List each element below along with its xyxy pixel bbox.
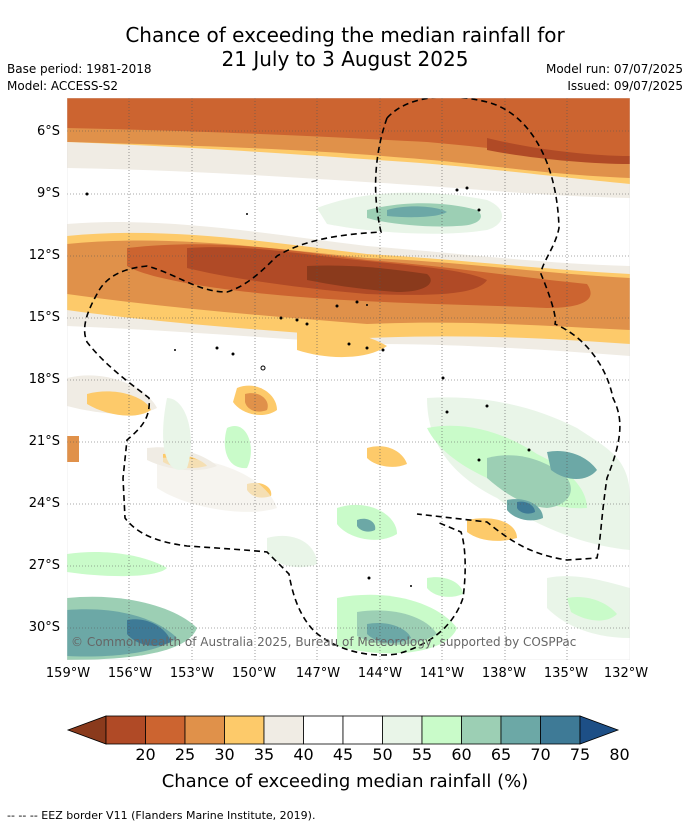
- colorbar-tick-label: 50: [372, 745, 393, 764]
- colorbar-title: Chance of exceeding median rainfall (%): [161, 771, 529, 792]
- colorbar-tick-label: 45: [332, 745, 354, 764]
- map-title-line-2: 21 July to 3 August 2025: [221, 47, 469, 71]
- colorbar-segment: [540, 715, 581, 745]
- colorbar-tick-label: 60: [451, 745, 472, 764]
- issued-label: Issued: 09/07/2025: [567, 79, 683, 93]
- colorbar-segment: [461, 715, 502, 745]
- colorbar-tick-label: 80: [609, 745, 630, 764]
- colorbar-segment: [184, 715, 225, 745]
- rainfall-map: © Commonwealth of Australia 2025, Bureau…: [67, 98, 630, 660]
- colorbar-upper-arrow: [579, 715, 620, 745]
- y-tick-label: 9°S: [36, 186, 60, 201]
- x-tick-label: 135°W: [543, 666, 589, 681]
- colorbar-tick-label: 35: [253, 745, 275, 764]
- y-tick-label: 18°S: [28, 372, 60, 387]
- model-run-label: Model run: 07/07/2025: [545, 62, 683, 76]
- eez-borders: [83, 98, 621, 656]
- eez-legend-footer: -- -- -- EEZ border V11 (Flanders Marine…: [7, 809, 316, 822]
- colorbar: [66, 715, 620, 745]
- x-tick-label: 159°W: [45, 666, 91, 681]
- y-tick-label: 15°S: [28, 310, 60, 325]
- x-tick-label: 147°W: [295, 666, 341, 681]
- y-tick-label: 27°S: [28, 558, 60, 573]
- y-tick-label: 12°S: [28, 248, 60, 263]
- map-title-line-1: Chance of exceeding the median rainfall …: [125, 23, 565, 47]
- colorbar-tick-label: 30: [214, 745, 235, 764]
- x-tick-label: 153°W: [169, 666, 215, 681]
- colorbar-lower-arrow: [66, 715, 107, 745]
- x-tick-label: 132°W: [603, 666, 649, 681]
- x-tick-label: 156°W: [107, 666, 153, 681]
- central-dry-band: [67, 222, 630, 358]
- x-tick-label: 144°W: [357, 666, 403, 681]
- lat-lon-grid: [67, 98, 630, 660]
- y-tick-label: 6°S: [36, 124, 60, 139]
- colorbar-segment: [421, 715, 462, 745]
- wet-patch-north: [317, 192, 502, 234]
- colorbar-tick-label: 55: [411, 745, 433, 764]
- colorbar-tick-label: 70: [530, 745, 551, 764]
- colorbar-tick-label: 20: [135, 745, 156, 764]
- colorbar-segment: [303, 715, 344, 745]
- x-tick-label: 141°W: [419, 666, 465, 681]
- colorbar-segment: [500, 715, 541, 745]
- y-tick-label: 21°S: [28, 434, 60, 449]
- colorbar-tick-label: 75: [569, 745, 591, 764]
- base-period-label: Base period: 1981-2018: [7, 62, 152, 76]
- colorbar-segment: [224, 715, 265, 745]
- copyright-text: © Commonwealth of Australia 2025, Bureau…: [71, 635, 576, 649]
- x-tick-label: 150°W: [231, 666, 277, 681]
- southern-patches: [67, 375, 630, 660]
- y-tick-label: 24°S: [28, 496, 60, 511]
- model-label: Model: ACCESS-S2: [7, 79, 119, 93]
- colorbar-segment: [105, 715, 146, 745]
- x-tick-label: 138°W: [481, 666, 527, 681]
- colorbar-tick-label: 25: [174, 745, 196, 764]
- colorbar-segment: [145, 715, 186, 745]
- colorbar-segment: [263, 715, 304, 745]
- colorbar-segment: [382, 715, 423, 745]
- northern-dry-band: [67, 98, 630, 198]
- colorbar-segment: [342, 715, 383, 745]
- colorbar-tick-label: 40: [293, 745, 314, 764]
- y-tick-label: 30°S: [28, 620, 60, 635]
- islands: [85, 186, 531, 587]
- colorbar-tick-label: 65: [490, 745, 512, 764]
